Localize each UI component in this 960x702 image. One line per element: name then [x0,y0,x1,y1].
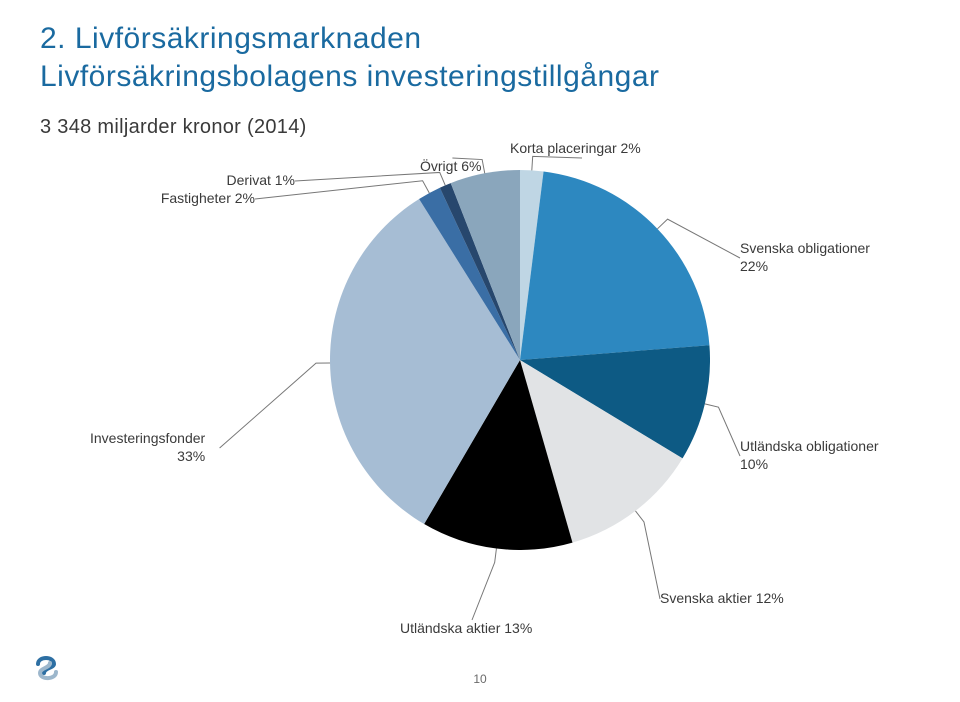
chart-label: Korta placeringar 2% [510,140,641,158]
chart-area: Korta placeringar 2% Svenska obligationer… [0,130,960,650]
chart-label: Fastigheter 2% [161,190,255,208]
chart-label: Derivat 1% [227,172,295,190]
title-block: 2. Livförsäkringsmarknaden Livförsäkring… [40,20,660,95]
pie-svg [330,170,710,550]
leader-line [220,363,330,448]
chart-label: Svenska obligationer 22% [740,240,870,275]
chart-label: Utländska obligationer 10% [740,438,879,473]
chart-label: Utländska aktier 13% [400,620,532,638]
chart-label: Svenska aktier 12% [660,590,784,608]
page-number: 10 [473,672,486,686]
leader-line [705,404,740,456]
pie-slice [520,171,709,360]
footer: 10 [0,652,960,692]
leader-line [472,549,496,620]
logo-icon [34,653,60,688]
title-line-1: 2. Livförsäkringsmarknaden [40,20,660,58]
chart-label: Övrigt 6% [420,158,481,176]
title-line-2: Livförsäkringsbolagens investeringstillg… [40,58,660,96]
pie-chart [330,170,710,550]
slide: 2. Livförsäkringsmarknaden Livförsäkring… [0,0,960,702]
chart-label: Investeringsfonder 33% [90,430,205,465]
leader-line [532,156,582,170]
